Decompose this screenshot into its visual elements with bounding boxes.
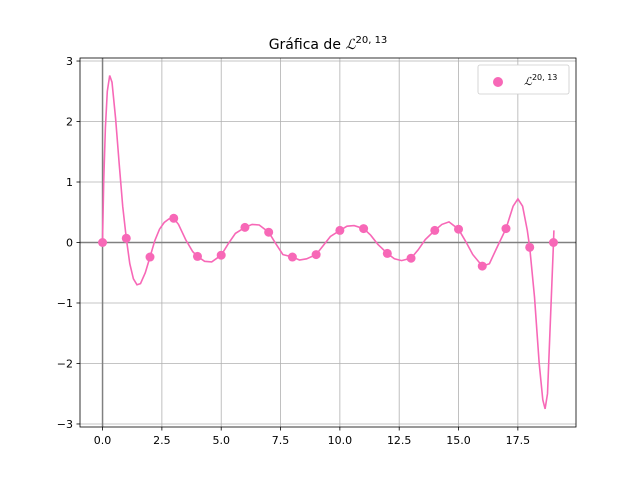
y-tick-label: 0 — [66, 237, 73, 250]
y-tick-label: 1 — [66, 176, 73, 189]
chart-title: Gráfica de ℒ20, 13 — [269, 35, 388, 53]
data-point — [216, 250, 226, 260]
legend-label-symbol: ℒ — [524, 75, 533, 88]
y-tick-label: −1 — [57, 297, 73, 310]
y-tick-label: 3 — [66, 55, 73, 68]
x-tick-label: 2.5 — [153, 434, 171, 447]
x-axis: 0.0 2.5 5.0 7.5 10.0 12.5 15.0 17.5 — [94, 427, 530, 447]
data-point — [335, 225, 345, 235]
x-tick-label: 0.0 — [94, 434, 112, 447]
legend-box — [477, 64, 570, 95]
data-point — [548, 238, 558, 247]
data-point — [501, 224, 511, 234]
data-point — [98, 238, 108, 247]
data-point — [192, 251, 202, 261]
data-point — [406, 253, 416, 263]
legend: ℒ20, 13 — [477, 64, 570, 95]
chart-title-symbol: ℒ — [345, 37, 356, 53]
data-point — [264, 227, 274, 237]
x-tick-label: 5.0 — [212, 434, 230, 447]
legend-marker — [493, 77, 503, 87]
x-tick-label: 12.5 — [387, 434, 412, 447]
interpolated-curve — [101, 75, 555, 410]
y-axis: 3 2 1 0 −1 −2 −3 — [57, 55, 80, 431]
data-point — [311, 250, 321, 260]
data-point — [287, 252, 297, 262]
data-points — [98, 213, 558, 271]
data-point — [169, 213, 179, 223]
data-point — [240, 222, 250, 232]
data-point — [145, 252, 155, 262]
x-tick-label: 17.5 — [506, 434, 531, 447]
data-point — [359, 224, 369, 234]
grid — [80, 58, 576, 427]
data-point — [454, 224, 464, 234]
x-tick-label: 7.5 — [272, 434, 290, 447]
data-point — [477, 261, 487, 271]
y-tick-label: 2 — [66, 116, 73, 129]
data-point — [382, 248, 392, 258]
data-point — [121, 233, 131, 243]
x-tick-label: 10.0 — [328, 434, 353, 447]
data-point — [430, 225, 440, 235]
legend-label: ℒ20, 13 — [524, 73, 557, 88]
chart-title-text: Gráfica de — [269, 37, 346, 53]
y-tick-label: −3 — [57, 418, 73, 431]
x-tick-label: 15.0 — [446, 434, 471, 447]
legend-label-superscript: 20, 13 — [532, 73, 557, 82]
chart-title-superscript: 20, 13 — [355, 35, 387, 46]
y-tick-label: −2 — [57, 357, 73, 370]
data-point — [525, 242, 535, 252]
